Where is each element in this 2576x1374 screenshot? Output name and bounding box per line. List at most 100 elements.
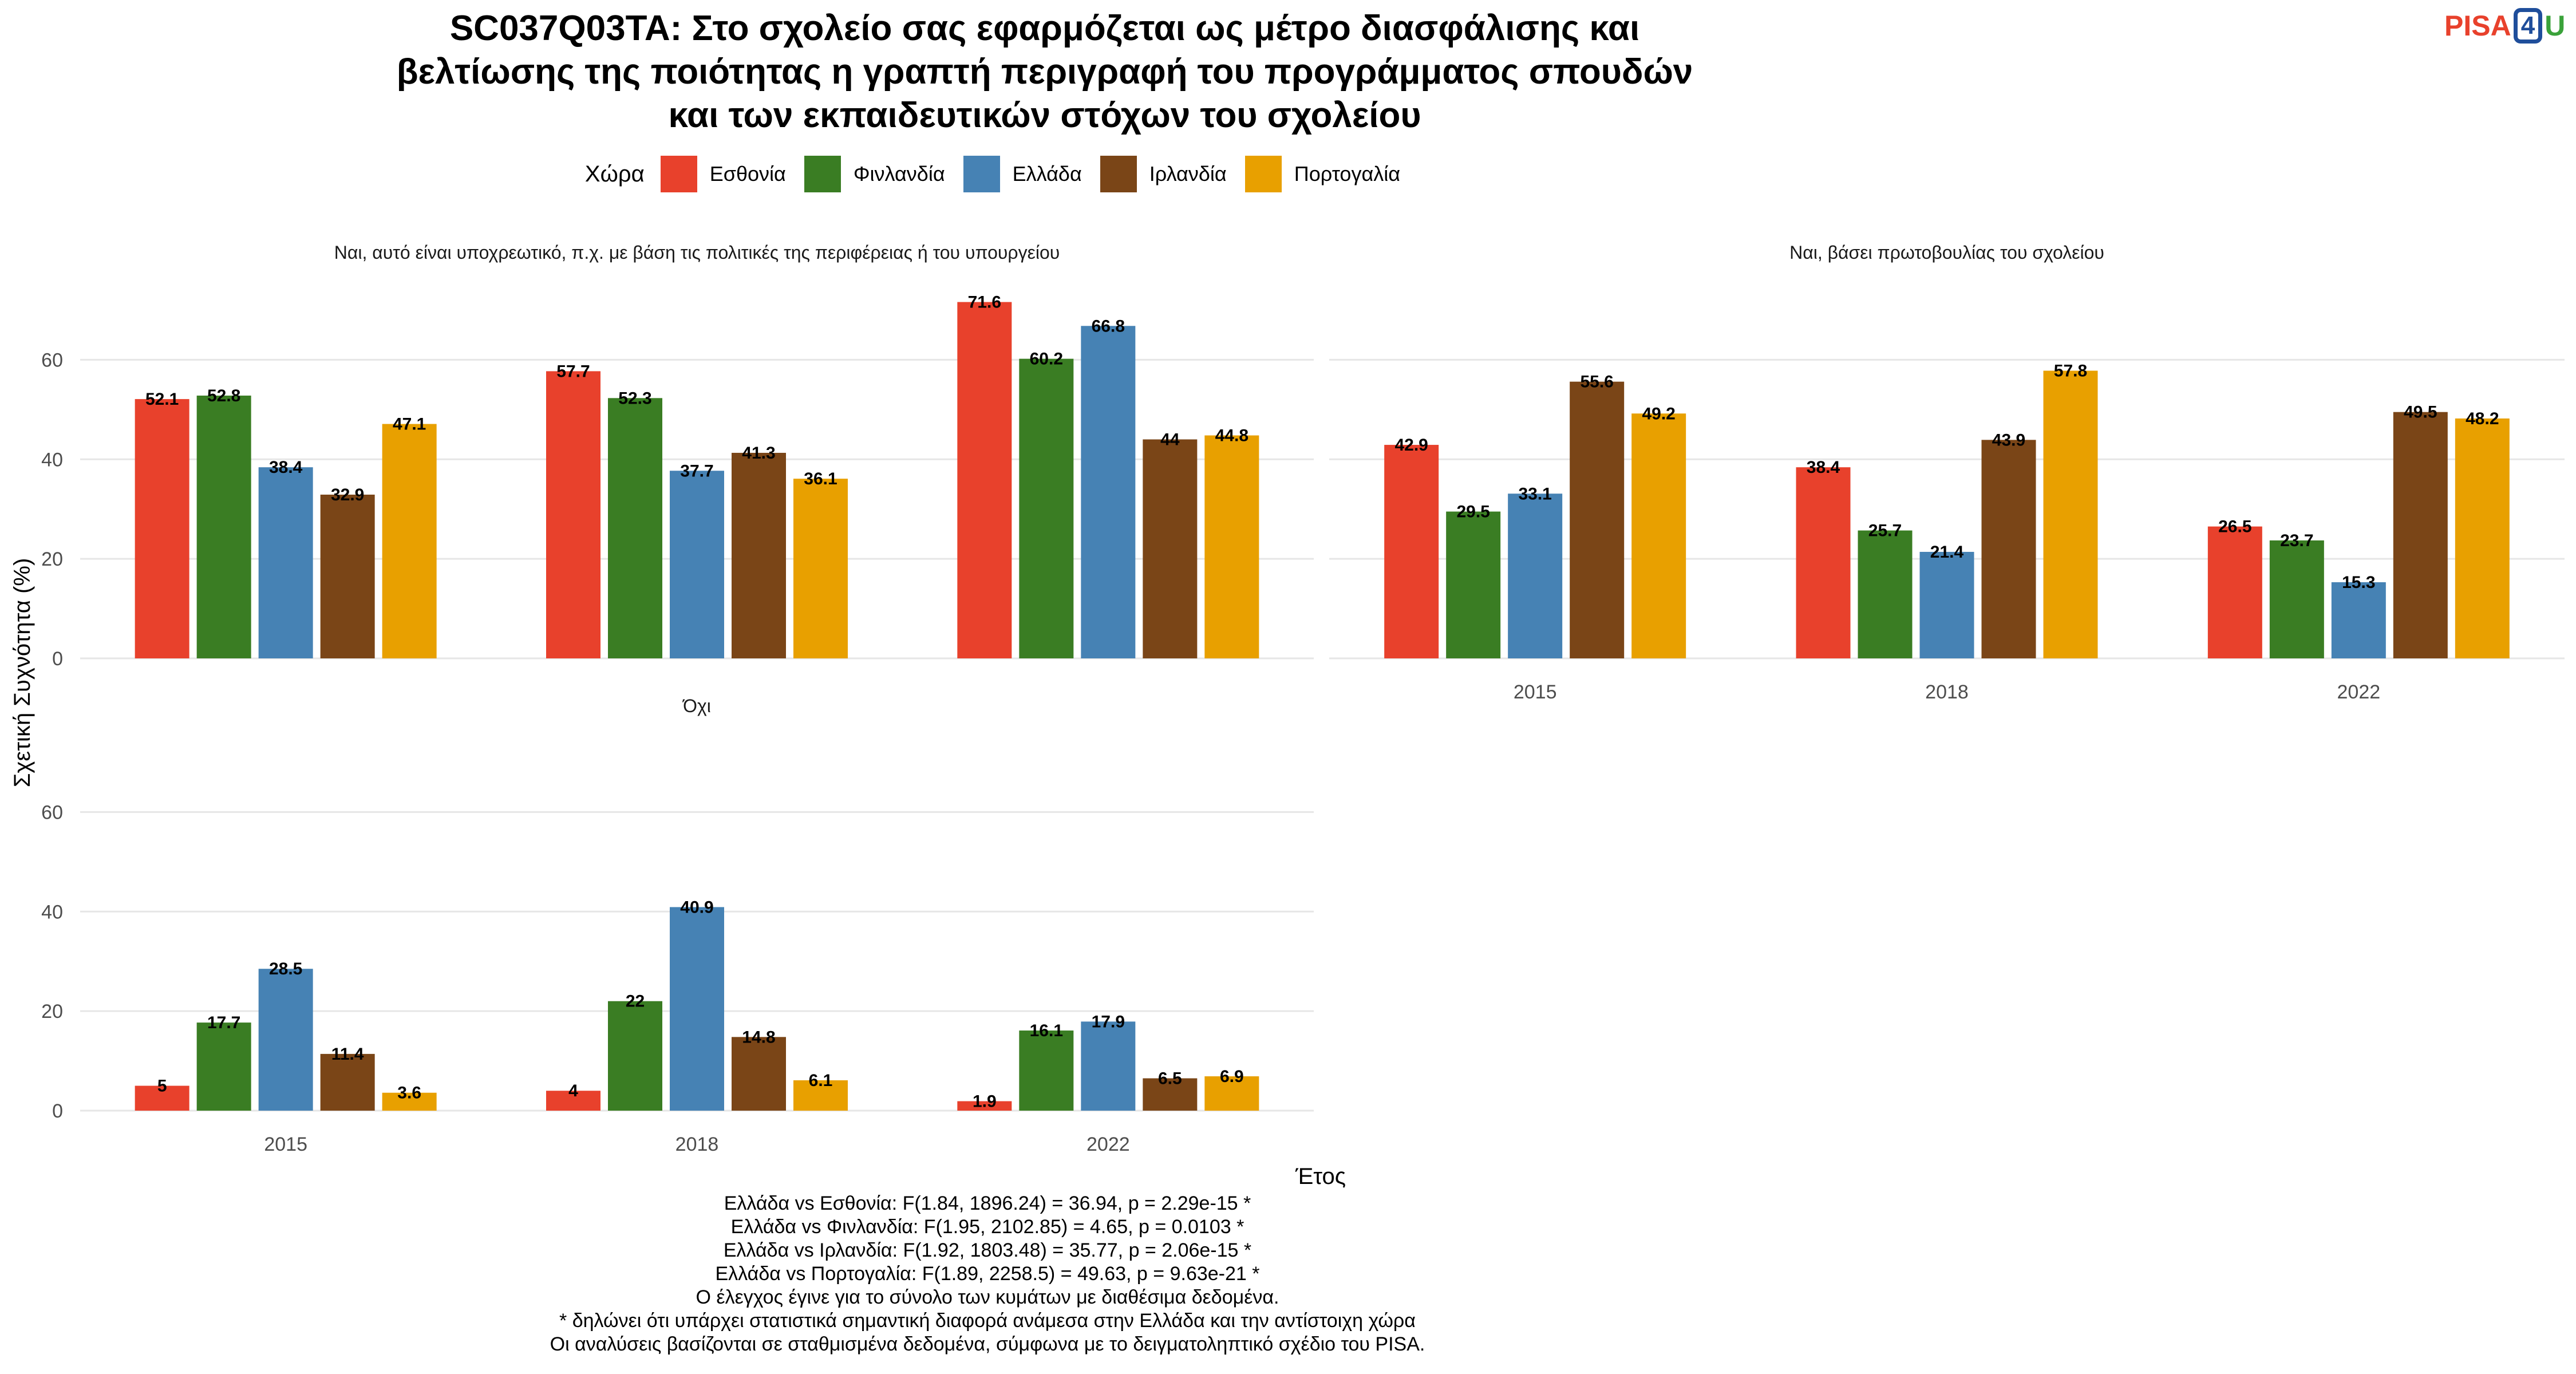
bar-value-label: 29.5 bbox=[1456, 503, 1490, 522]
bar bbox=[608, 398, 662, 658]
bar bbox=[732, 452, 786, 658]
bar bbox=[2455, 418, 2510, 658]
bar-value-label: 6.5 bbox=[1158, 1069, 1182, 1088]
bar-value-label: 36.1 bbox=[804, 469, 837, 488]
bar-value-label: 17.9 bbox=[1092, 1012, 1125, 1031]
bar-value-label: 11.4 bbox=[331, 1045, 364, 1064]
panel-title: Όχι bbox=[682, 696, 711, 716]
bar bbox=[1570, 381, 1625, 658]
legend-label: Φινλανδία bbox=[853, 162, 945, 185]
bar-value-label: 37.7 bbox=[680, 461, 713, 480]
y-tick-label: 40 bbox=[41, 901, 63, 923]
bar-value-label: 1.9 bbox=[973, 1092, 997, 1111]
legend-item: Φινλανδία bbox=[804, 156, 945, 192]
bar-value-label: 5 bbox=[157, 1077, 167, 1096]
y-tick-label: 40 bbox=[41, 449, 63, 471]
legend-item: Εσθονία bbox=[660, 156, 786, 192]
bar bbox=[1858, 530, 1913, 658]
logo-text-pisa: PISA bbox=[2444, 10, 2511, 42]
bar-value-label: 66.8 bbox=[1092, 317, 1125, 335]
footnote-line: * δηλώνει ότι υπάρχει στατιστικά σημαντι… bbox=[559, 1310, 1416, 1332]
bar bbox=[2207, 526, 2262, 658]
bar bbox=[1204, 435, 1259, 658]
panel-title: Ναι, βάσει πρωτοβουλίας του σχολείου bbox=[1789, 242, 2104, 263]
bar bbox=[670, 907, 724, 1111]
bar-value-label: 40.9 bbox=[680, 898, 713, 917]
bar bbox=[2331, 582, 2386, 658]
legend-label: Πορτογαλία bbox=[1294, 162, 1401, 185]
bar-value-label: 47.1 bbox=[393, 415, 426, 434]
bar bbox=[382, 1092, 437, 1111]
bar-value-label: 41.3 bbox=[742, 444, 775, 463]
legend-label: Ελλάδα bbox=[1012, 162, 1082, 185]
x-tick-label: 2015 bbox=[1514, 681, 1557, 703]
bar bbox=[1019, 1030, 1074, 1111]
bar-value-label: 6.1 bbox=[809, 1071, 833, 1090]
bar bbox=[1796, 467, 1851, 658]
bar-value-label: 28.5 bbox=[269, 960, 302, 978]
bar-value-label: 49.5 bbox=[2404, 403, 2437, 422]
bar-value-label: 49.2 bbox=[1642, 404, 1675, 423]
y-tick-label: 0 bbox=[52, 648, 63, 670]
legend-label: Ιρλανδία bbox=[1149, 162, 1227, 185]
bar-value-label: 38.4 bbox=[269, 458, 303, 477]
bar bbox=[1204, 1076, 1259, 1111]
bar bbox=[320, 494, 375, 658]
legend-swatch bbox=[660, 156, 697, 192]
y-tick-label: 0 bbox=[52, 1100, 63, 1122]
bar-value-label: 48.2 bbox=[2466, 409, 2499, 428]
bar bbox=[957, 1101, 1012, 1111]
y-axis-title: Σχετική Συχνότητα (%) bbox=[10, 558, 35, 788]
footnote-line: Ελλάδα vs Φινλανδία: F(1.95, 2102.85) = … bbox=[730, 1216, 1244, 1238]
legend-swatch bbox=[1244, 156, 1282, 192]
bar-value-label: 57.8 bbox=[2054, 362, 2087, 381]
bar bbox=[1384, 445, 1439, 658]
bar bbox=[793, 1080, 848, 1111]
footnote-line: Ο έλεγχος έγινε για το σύνολο των κυμάτω… bbox=[696, 1286, 1279, 1308]
footnote-line: Ελλάδα vs Ιρλανδία: F(1.92, 1803.48) = 3… bbox=[723, 1239, 1252, 1261]
bar-value-label: 21.4 bbox=[1930, 543, 1964, 562]
footnote-line: Οι αναλύσεις βασίζονται σε σταθμισμένα δ… bbox=[550, 1333, 1425, 1355]
bar-value-label: 26.5 bbox=[2218, 518, 2251, 536]
logo-text-u: U bbox=[2545, 10, 2566, 42]
y-tick-label: 20 bbox=[41, 548, 63, 570]
bar bbox=[1019, 358, 1074, 658]
bar-value-label: 57.7 bbox=[556, 362, 590, 381]
bar bbox=[2393, 412, 2448, 658]
legend-item: Ελλάδα bbox=[963, 156, 1082, 192]
bar bbox=[670, 471, 724, 658]
legend-item: Ιρλανδία bbox=[1100, 156, 1227, 192]
bar bbox=[1143, 439, 1198, 658]
bar-value-label: 52.3 bbox=[618, 389, 651, 408]
chart-title: SC037Q03TA: Στο σχολείο σας εφαρμόζεται … bbox=[396, 9, 1693, 135]
x-axis-title: Έτος bbox=[1295, 1164, 1346, 1189]
footnote-line: Ελλάδα vs Εσθονία: F(1.84, 1896.24) = 36… bbox=[724, 1193, 1251, 1214]
bar bbox=[1143, 1078, 1198, 1111]
bar bbox=[196, 1022, 251, 1111]
bar-value-label: 23.7 bbox=[2280, 531, 2313, 550]
legend-label: Εσθονία bbox=[709, 162, 786, 185]
bar-value-label: 43.9 bbox=[1992, 431, 2025, 449]
legend: Χώρα Εσθονία Φινλανδία Ελλάδα Ιρλανδία Π… bbox=[0, 156, 2004, 192]
bar bbox=[320, 1053, 375, 1111]
bar bbox=[258, 969, 313, 1111]
bar-value-label: 6.9 bbox=[1220, 1067, 1244, 1086]
bar-value-label: 17.7 bbox=[207, 1013, 240, 1032]
bar-value-label: 71.6 bbox=[968, 293, 1001, 312]
bar-value-label: 44.8 bbox=[1215, 427, 1249, 445]
bar-value-label: 32.9 bbox=[331, 485, 364, 504]
bar-value-label: 33.1 bbox=[1518, 484, 1551, 503]
bar bbox=[196, 395, 251, 658]
bar-value-label: 60.2 bbox=[1030, 350, 1063, 369]
bar bbox=[2269, 540, 2324, 658]
bar bbox=[1508, 493, 1563, 658]
bar-value-label: 52.8 bbox=[207, 386, 240, 405]
panel-title: Ναι, αυτό είναι υποχρεωτικό, π.χ. με βάσ… bbox=[334, 242, 1060, 263]
bar-value-label: 38.4 bbox=[1807, 458, 1840, 477]
bar-value-label: 52.1 bbox=[145, 390, 179, 409]
footnote-line: Ελλάδα vs Πορτογαλία: F(1.89, 2258.5) = … bbox=[715, 1263, 1260, 1285]
pisa4u-logo: PISA 4 U bbox=[2444, 6, 2565, 46]
bar-value-label: 14.8 bbox=[742, 1028, 775, 1047]
bar bbox=[135, 399, 189, 658]
